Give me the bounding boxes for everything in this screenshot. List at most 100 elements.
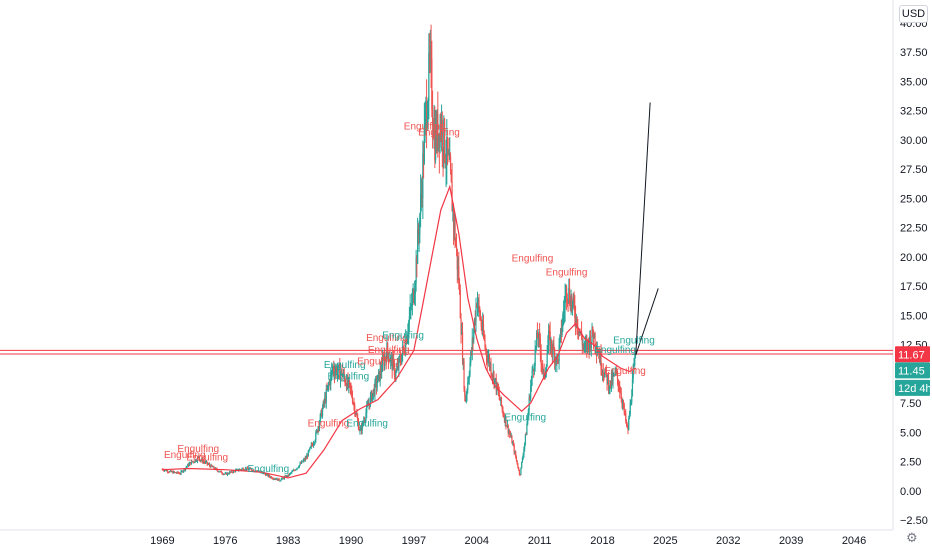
candle-body (578, 330, 580, 335)
candle-body (494, 378, 496, 385)
candle-body (446, 137, 449, 154)
candle-body (516, 460, 518, 465)
candle-body (423, 153, 425, 163)
candle-body (318, 421, 321, 428)
candle-body (306, 455, 309, 457)
candle-body (395, 371, 397, 376)
pattern-annotations: EngulfingEngulfingEngulfingEngulfingEngu… (164, 121, 655, 475)
candle-body (446, 137, 448, 163)
candle-body (316, 430, 318, 433)
candle-body (452, 207, 455, 227)
projection-lines[interactable] (635, 102, 659, 356)
candle-body (393, 358, 395, 363)
candle-body (328, 381, 330, 385)
candle-body (424, 110, 426, 127)
candle-body (331, 370, 333, 372)
price-tick-label: 35.00 (900, 76, 928, 88)
candle-body (560, 328, 562, 336)
candle-body (621, 399, 623, 405)
projection-line[interactable] (635, 102, 651, 356)
candle-body (539, 339, 541, 353)
candle-body (246, 467, 248, 470)
candle-body (174, 472, 176, 474)
candle-body (330, 371, 333, 374)
candle-body (413, 289, 415, 303)
candle-body (309, 447, 311, 450)
candle-body (442, 148, 444, 155)
candle-body (454, 220, 456, 243)
candle-body (312, 443, 315, 446)
candle-body (357, 417, 359, 421)
candle-body (517, 464, 519, 468)
price-tick-label: 15.00 (900, 310, 928, 322)
time-tick-label: 2039 (779, 535, 803, 547)
currency-label[interactable]: USD (899, 5, 928, 23)
candle-body (505, 417, 507, 426)
candle-body (434, 127, 436, 161)
candle-body (286, 475, 288, 477)
candle-body (240, 469, 242, 471)
candle-body (499, 397, 501, 401)
candle-body (404, 352, 406, 354)
candle-body (603, 375, 605, 378)
time-axis[interactable]: 1969 1976 1983 1990 1997 2004 2011 2018 2025 2032… (150, 535, 866, 547)
candle-body (590, 341, 592, 349)
candle-body (553, 344, 555, 351)
time-tick-label: 2025 (653, 535, 677, 547)
candle-body (382, 358, 384, 360)
candle-body (628, 418, 630, 431)
candle-body (250, 468, 252, 470)
candle-body (604, 368, 607, 372)
gear-icon[interactable]: ⚙ (906, 530, 918, 545)
candle-body (615, 370, 617, 372)
candle-body (531, 370, 533, 379)
candle-body (551, 339, 553, 350)
candle-body (468, 374, 470, 380)
candle-body (249, 468, 251, 470)
candle-body (498, 391, 500, 398)
candle-body (237, 469, 239, 471)
candle-body (166, 470, 169, 472)
candles[interactable] (161, 24, 637, 482)
candle-body (184, 468, 186, 470)
candle-body (225, 473, 227, 475)
candle-body (441, 120, 443, 149)
price-tick-label: −2.50 (900, 515, 928, 527)
candle-body (335, 368, 337, 371)
candle-body (423, 126, 425, 163)
candle-body (171, 471, 173, 473)
candle-body (418, 234, 420, 236)
candle-body (175, 472, 178, 474)
candle-body (458, 283, 461, 291)
candle-body (273, 478, 275, 480)
candle-body (365, 413, 367, 420)
candle-body (601, 369, 603, 373)
candle-body (574, 305, 576, 318)
candle-body (264, 473, 266, 475)
candle-body (581, 338, 583, 346)
candle-body (294, 469, 297, 471)
candle-body (361, 422, 363, 431)
candle-body (506, 425, 508, 427)
candle-body (348, 380, 351, 384)
horizontal-lines[interactable] (0, 349, 893, 355)
candle-body (565, 287, 567, 297)
candle-body (460, 318, 462, 334)
candle-body (213, 466, 215, 469)
candle-body (585, 342, 587, 345)
candle-body (566, 298, 568, 301)
projection-line[interactable] (635, 288, 659, 356)
candle-body (469, 362, 471, 375)
candle-body (279, 480, 281, 482)
candle-body (282, 477, 284, 479)
price-axis[interactable]: 40.0037.5035.0032.5030.0027.5025.0022.50… (0, 0, 928, 531)
candle-body (607, 376, 610, 390)
candle-body (402, 346, 404, 348)
candle-body (308, 449, 310, 451)
candle-body (547, 344, 549, 355)
candle-body (326, 389, 328, 391)
candle-body (573, 296, 575, 306)
candle-body (300, 461, 303, 464)
candle-body (343, 372, 345, 378)
